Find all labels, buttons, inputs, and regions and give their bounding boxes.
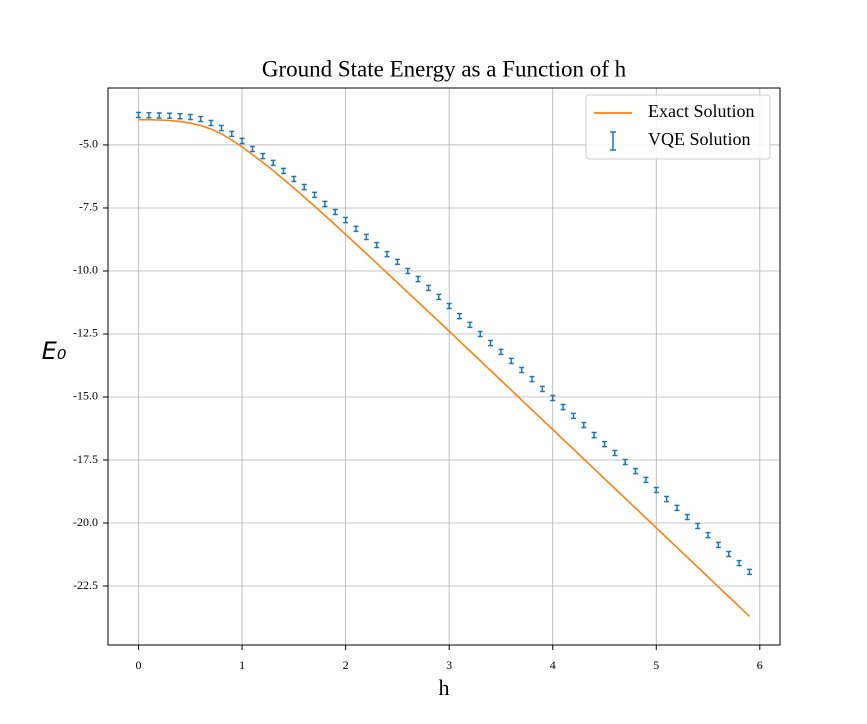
error-bar [746,568,752,576]
error-bar [457,312,463,320]
error-bar [498,348,504,356]
error-bar [374,241,380,249]
error-bar [705,531,711,539]
error-bar [591,431,597,439]
error-bar [633,467,639,475]
error-bar [736,559,742,567]
error-bar [218,124,224,132]
line-series [138,118,751,617]
y-tick-label: -15.0 [73,389,98,403]
error-bar [167,112,173,119]
error-bar [726,550,732,558]
error-bar [239,137,245,145]
error-bar [570,412,576,420]
x-tick-label: 1 [239,658,245,672]
x-tick-label: 3 [446,658,452,672]
y-tick-label: -10.0 [73,263,98,277]
error-bar [208,119,214,127]
error-bar [581,421,587,429]
error-bar [187,113,193,121]
error-bar [684,513,690,521]
error-bar [653,486,659,494]
error-bar [508,357,514,365]
plot-frame [107,87,781,646]
error-bar [384,250,390,258]
error-bar [146,111,152,119]
y-tick-label: -22.5 [73,578,98,592]
error-bar [405,267,411,275]
y-tick-label: -17.5 [73,452,98,466]
y-tick-label: -5.0 [79,137,98,151]
y-tick-label: -12.5 [73,326,98,340]
error-bar [550,394,556,402]
error-bar [415,275,421,283]
error-bar [643,476,649,484]
error-bar [539,385,545,393]
error-bar [343,216,349,224]
error-bar [312,191,318,199]
error-bar [394,258,400,266]
error-bar [291,175,297,183]
error-bar [156,112,162,119]
error-bar [477,330,483,338]
error-bar [177,112,183,120]
legend-swatch [610,131,616,151]
error-bar [715,541,721,549]
y-axis-label: E₀ [42,337,67,365]
error-bar [467,321,473,329]
legend-box [585,94,771,160]
x-tick-label: 0 [136,658,142,672]
error-bar [270,159,276,167]
error-bar [664,495,670,503]
error-bar [674,504,680,512]
error-bar [281,167,287,175]
error-bar [622,458,628,466]
chart-title: Ground State Energy as a Function of h [262,56,627,81]
error-bar [695,522,701,530]
error-bar [519,366,525,374]
x-tick-label: 6 [757,658,763,672]
error-bar [260,152,266,160]
y-tick-label: -20.0 [73,515,98,529]
error-bar [229,130,235,138]
error-bar [560,403,566,411]
error-bar [529,375,535,383]
error-bar [436,293,442,301]
error-bar [363,233,369,241]
x-axis-label: h [439,675,450,700]
error-bar [425,284,431,292]
error-bar [601,440,607,448]
error-bar [446,302,452,310]
error-bar [249,145,255,153]
legend-label: VQE Solution [648,129,751,149]
x-tick-label: 5 [653,658,659,672]
x-tick-label: 4 [550,658,556,672]
error-bar [322,200,328,208]
x-tick-label: 2 [343,658,349,672]
error-bar [332,208,338,216]
error-bar [488,339,494,347]
error-bar [136,111,142,119]
error-bar [612,449,618,457]
error-bar [353,225,359,233]
y-tick-label: -7.5 [79,200,98,214]
error-bar [301,183,307,191]
error-bar [198,115,204,123]
legend-label: Exact Solution [648,101,755,121]
